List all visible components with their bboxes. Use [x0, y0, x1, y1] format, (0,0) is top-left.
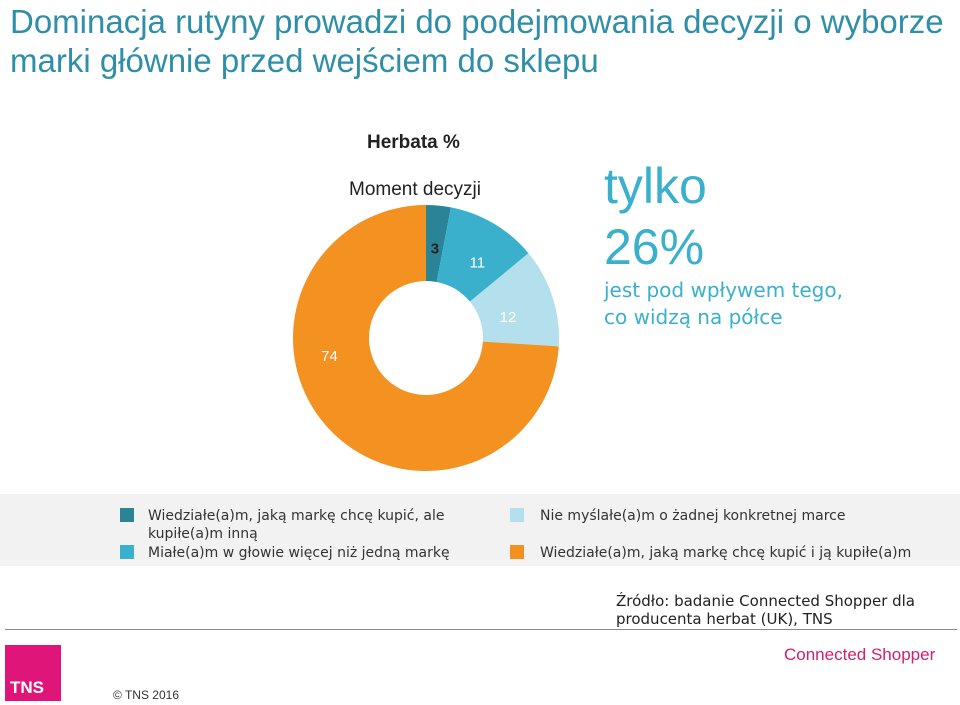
legend-swatch-1 — [120, 508, 134, 522]
legend-label-3: Nie myślałe(a)m o żadnej konkretnej marc… — [540, 508, 846, 524]
legend-swatch-3 — [510, 508, 524, 522]
legend-label-4: Wiedziałe(a)m, jaką markę chcę kupić i j… — [540, 545, 912, 561]
legend-label-2: Miałe(a)m w głowie więcej niż jedną mark… — [148, 545, 450, 561]
donut-slice-1 — [426, 205, 451, 283]
slide-title: Dominacja rutyny prowadzi do podejmowani… — [10, 3, 944, 79]
slice-value-label-3: 12 — [500, 309, 517, 326]
donut-slice-3 — [469, 253, 559, 347]
legend: Wiedziałe(a)m, jaką markę chcę kupić, al… — [0, 494, 960, 566]
callout-percent: 26% — [604, 219, 705, 275]
legend-label-1: Wiedziałe(a)m, jaką markę chcę kupić, al… — [148, 508, 445, 542]
tns-logo-text: TNS — [10, 678, 44, 697]
callout-text: jest pod wpływem tego, co widzą na półce — [604, 278, 843, 329]
tns-logo: TNS — [5, 645, 61, 701]
donut-slice-2 — [436, 207, 529, 302]
divider — [5, 629, 957, 630]
legend-swatch-2 — [120, 545, 134, 559]
donut-slice-4 — [292, 205, 559, 472]
source-note: Źródło: badanie Connected Shopper dla pr… — [616, 592, 916, 628]
slice-value-label-2: 11 — [470, 254, 486, 271]
chart-title: Herbata % — [367, 132, 460, 153]
chart-subtitle: Moment decyzji — [349, 179, 481, 200]
legend-swatch-4 — [510, 545, 524, 559]
callout-only: tylko — [604, 158, 707, 214]
slice-value-label-1: 3 — [431, 240, 439, 257]
connected-shopper-logo: Connected Shopper — [784, 645, 936, 664]
slice-value-label-4: 74 — [321, 348, 338, 365]
copyright: © TNS 2016 — [113, 688, 179, 702]
